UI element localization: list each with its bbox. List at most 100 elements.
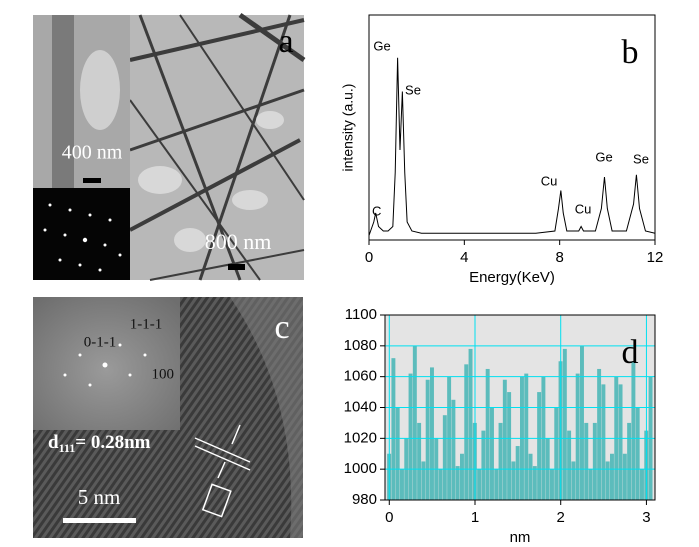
bar <box>408 373 413 500</box>
panel-label: c <box>274 309 289 346</box>
bar <box>438 469 443 500</box>
peak-label: Cu <box>541 173 558 188</box>
x-tick-label: 1 <box>471 509 479 526</box>
bar <box>425 379 430 500</box>
bar <box>417 422 422 500</box>
fft-label: 100 <box>152 366 175 382</box>
y-tick-label: 1060 <box>344 368 377 385</box>
y-tick-label: 1080 <box>344 337 377 354</box>
x-tick-label: 3 <box>642 509 650 526</box>
bar <box>575 373 580 500</box>
bar <box>391 358 396 500</box>
bar <box>511 461 516 500</box>
x-tick-label: 0 <box>385 509 393 526</box>
bar <box>592 422 597 500</box>
bar <box>494 469 499 500</box>
x-tick-label: 2 <box>557 509 565 526</box>
bar <box>532 466 537 500</box>
bar <box>640 469 644 500</box>
peak-label: C <box>372 203 381 218</box>
lattice-marker <box>194 424 251 518</box>
bar <box>485 368 490 500</box>
y-tick-label: 1040 <box>344 398 377 415</box>
scale-bar <box>83 178 101 183</box>
peak-label: Ge <box>373 38 390 53</box>
x-tick-label: 0 <box>365 249 373 266</box>
bar <box>460 453 464 500</box>
d-value: = 0.28nm <box>75 432 150 453</box>
plot-frame <box>368 14 656 241</box>
inset-diffraction <box>33 188 130 280</box>
bar <box>567 430 572 500</box>
bar <box>622 453 627 500</box>
bar <box>635 407 640 500</box>
bar <box>571 461 576 500</box>
bar <box>468 348 473 500</box>
bar <box>477 469 482 500</box>
bar <box>455 466 460 500</box>
panel-a: 400 nm 800 nm a <box>33 12 306 281</box>
panel-label: d <box>622 334 639 371</box>
x-tick-label: 4 <box>460 249 468 266</box>
chart: 980 1000 1020 1040 1060 1080 1100 0 1 2 3 nm d <box>344 306 656 546</box>
scale-text: 400 nm <box>62 142 123 164</box>
peak-label: Ge <box>595 149 612 164</box>
y-tick-label: 1000 <box>344 460 377 477</box>
bar <box>631 361 636 500</box>
bar <box>451 399 456 500</box>
chart: 0 4 8 12 Energy(KeV) intensity (a.u.) b <box>340 14 664 286</box>
bar <box>537 392 542 500</box>
bar <box>430 367 434 500</box>
bar <box>515 446 520 500</box>
holes <box>138 111 284 252</box>
inset-hole <box>80 50 120 130</box>
panel-label: a <box>278 23 293 60</box>
scale-text: 800 nm <box>205 229 272 254</box>
bar <box>580 345 584 500</box>
diffraction-spots <box>43 203 122 272</box>
bar <box>601 384 606 500</box>
x-axis-label: Energy(KeV) <box>469 269 555 286</box>
bar <box>498 422 503 500</box>
d-subscript: 111 <box>59 441 76 455</box>
bar <box>490 407 494 500</box>
nanowires <box>129 12 306 281</box>
bar <box>412 345 417 500</box>
peak-label: Se <box>633 151 649 166</box>
bar <box>507 392 512 500</box>
panel-label: b <box>622 34 639 71</box>
x-tick-label: 8 <box>555 249 563 266</box>
bar <box>421 461 426 500</box>
bar <box>597 368 602 500</box>
fft-spots <box>63 343 147 387</box>
d-spacing: d111= 0.28nm <box>48 432 151 454</box>
bar <box>464 364 469 500</box>
bar <box>554 407 559 500</box>
inset-wire <box>52 15 74 188</box>
bar <box>400 469 404 500</box>
plot-frame <box>384 314 656 501</box>
bar <box>605 461 610 500</box>
bar <box>627 422 632 500</box>
x-axis-label: nm <box>510 529 531 546</box>
y-tick-label: 1100 <box>345 306 377 323</box>
peak-label: Cu <box>575 201 592 216</box>
fft-label: 0-1-1 <box>84 334 117 350</box>
edge <box>230 297 303 538</box>
bar <box>481 430 486 500</box>
peak-labels: C Ge Se Cu Cu Ge Se <box>372 38 649 218</box>
bar <box>524 373 529 500</box>
spectrum <box>368 57 656 236</box>
x-tick-label: 12 <box>647 249 664 266</box>
bar <box>588 469 593 500</box>
scale-bar <box>228 264 245 270</box>
fft-label: 1-1-1 <box>130 316 163 332</box>
y-tick-label: 1020 <box>344 429 377 446</box>
peak-label: Se <box>405 82 421 97</box>
scale-bar <box>63 518 136 523</box>
bar <box>502 379 507 500</box>
bar <box>395 407 400 500</box>
bar <box>584 422 589 500</box>
bar <box>528 453 533 500</box>
